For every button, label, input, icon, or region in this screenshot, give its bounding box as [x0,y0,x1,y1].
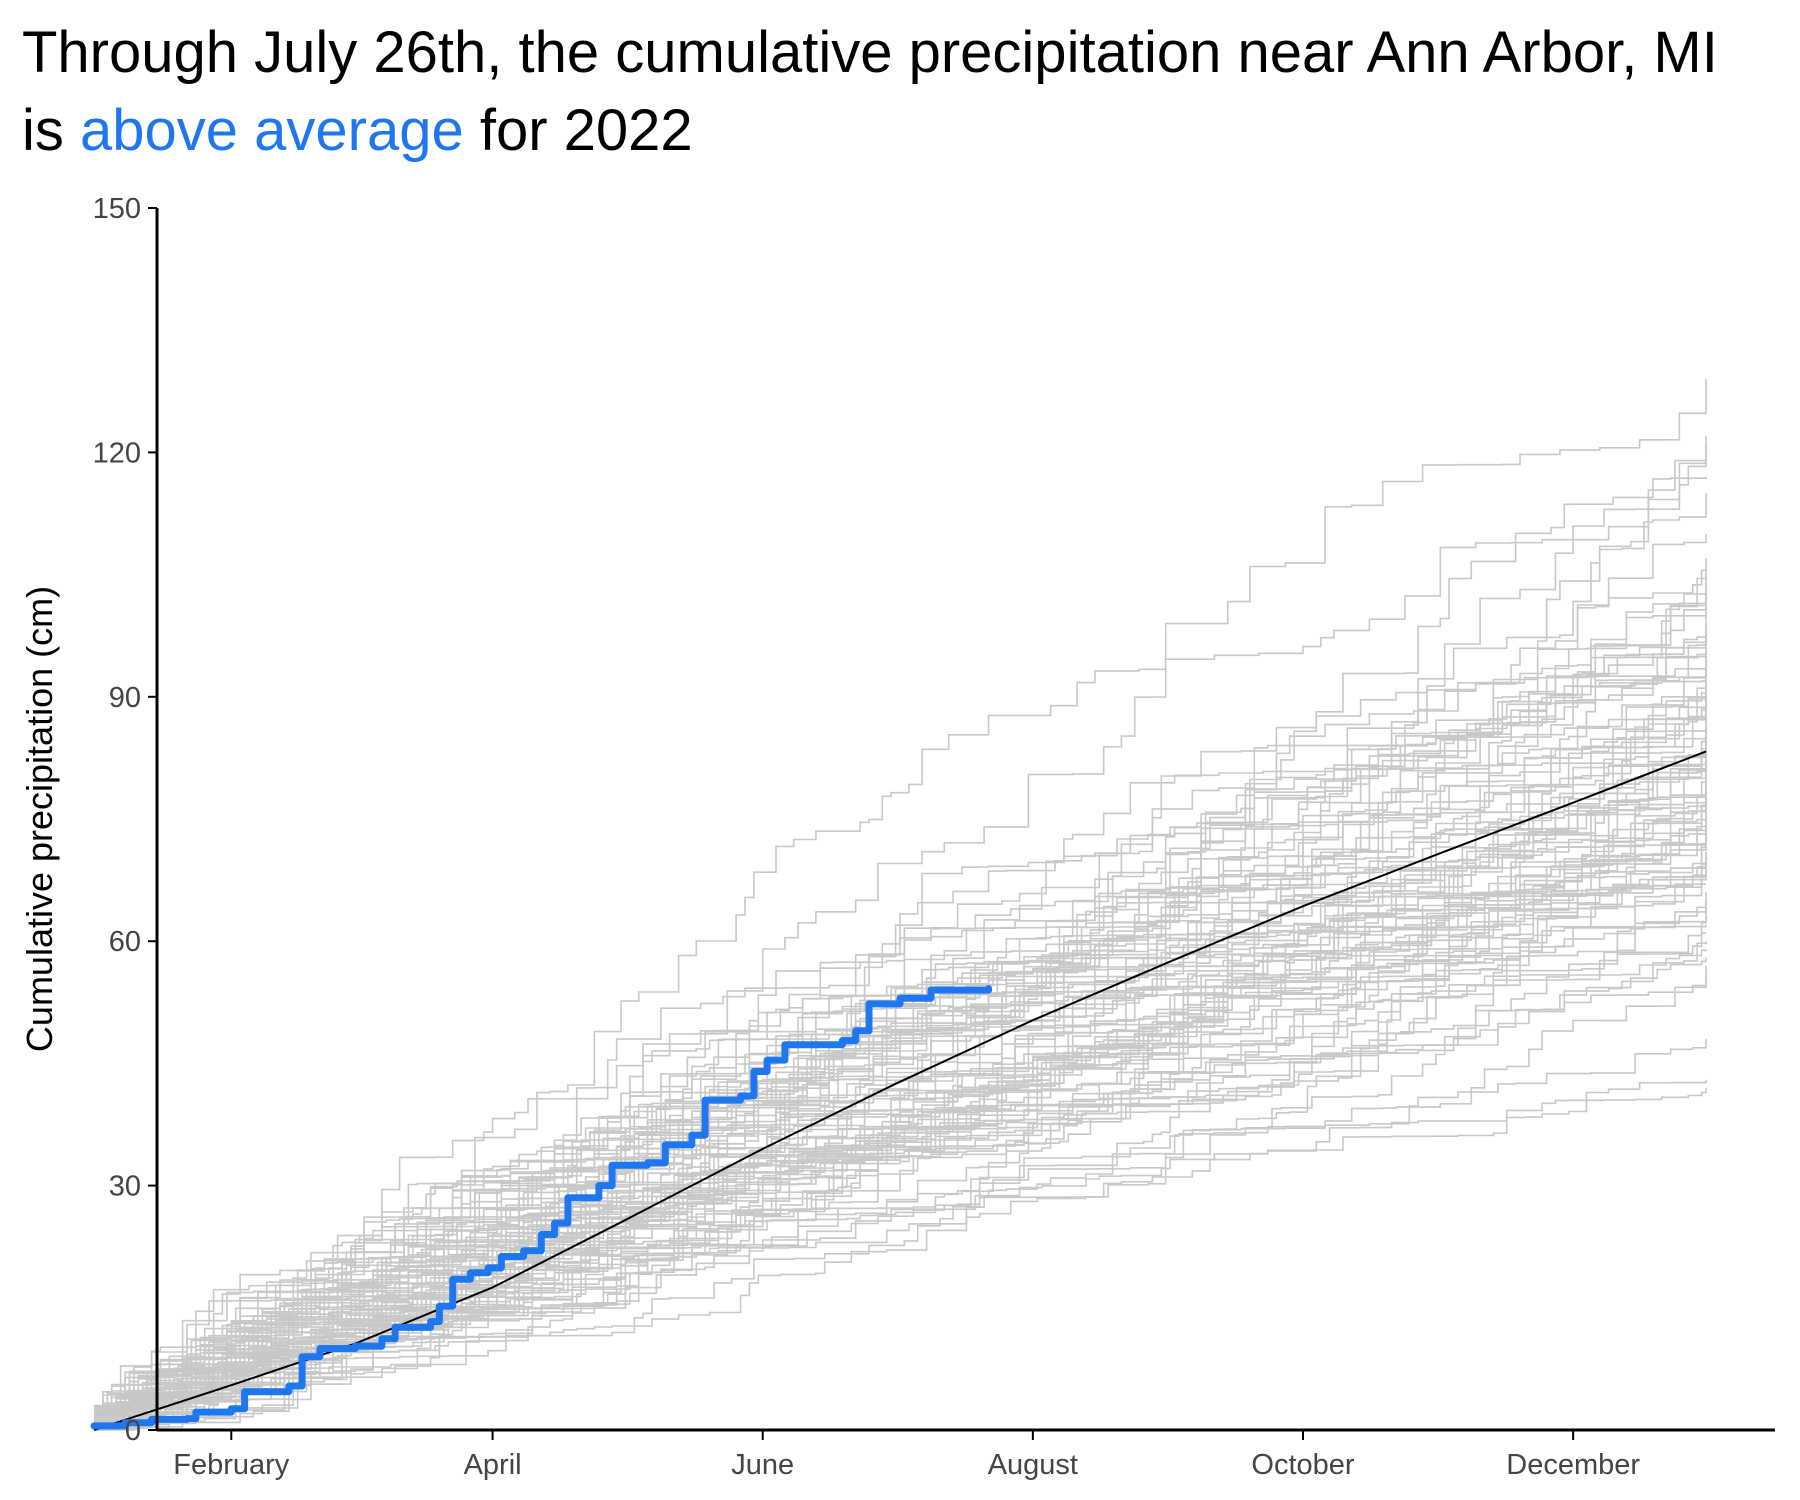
title-part1: Through July 26th, the cumulative precip… [22,20,1718,163]
historical-year-line [94,924,1707,1414]
historical-year-line [94,957,1707,1409]
axes-layer [155,208,1775,1432]
historical-year-line [94,810,1707,1417]
historical-year-line [94,533,1707,1418]
historical-year-line [94,965,1707,1429]
title-part2: for 2022 [463,98,693,163]
historical-year-line [94,932,1706,1414]
historical-year-line [94,704,1707,1431]
historical-year-line [94,737,1707,1430]
title-highlight: above average [80,98,464,163]
x-tick-label: August [988,1449,1078,1481]
historical-year-line [94,769,1706,1428]
current-year-line [90,985,993,1430]
historical-year-line [94,656,1707,1431]
historical-years-layer [94,379,1707,1431]
historical-year-line [94,704,1707,1416]
x-tick-label: October [1251,1449,1354,1481]
historical-year-line [94,753,1707,1429]
historical-year-line [94,892,1707,1409]
current-year-layer [90,985,993,1430]
y-tick-label: 60 [109,926,141,958]
historical-year-line [94,737,1707,1430]
historical-year-line [94,973,1707,1412]
y-tick-label: 30 [109,1171,141,1203]
historical-year-line [94,835,1707,1409]
y-tick-label: 120 [93,437,141,469]
x-tick-label: February [173,1449,290,1481]
x-tick-label: December [1506,1449,1640,1481]
historical-year-line [94,778,1707,1411]
y-tick-label: 150 [93,193,141,225]
historical-year-line [94,713,1707,1417]
historical-year-line [94,949,1707,1421]
historical-year-line [94,859,1707,1413]
y-axis-label: Cumulative precipitation (cm) [19,586,60,1052]
historical-year-line [94,1087,1707,1417]
x-tick-label: June [731,1449,794,1481]
historical-year-line [94,802,1707,1418]
y-tick-label: 0 [125,1415,141,1447]
historical-year-line [94,493,1707,1423]
historical-year-line [94,745,1707,1411]
historical-year-line [94,818,1707,1423]
x-ticks: February April June August October December [173,1430,1640,1481]
historical-year-line [94,851,1707,1412]
y-ticks: 0 30 60 90 120 150 [93,193,157,1447]
x-tick-label: April [464,1449,522,1481]
historical-year-line [94,1079,1707,1420]
y-tick-label: 90 [109,682,141,714]
chart-title: Through July 26th, the cumulative precip… [22,14,1762,170]
